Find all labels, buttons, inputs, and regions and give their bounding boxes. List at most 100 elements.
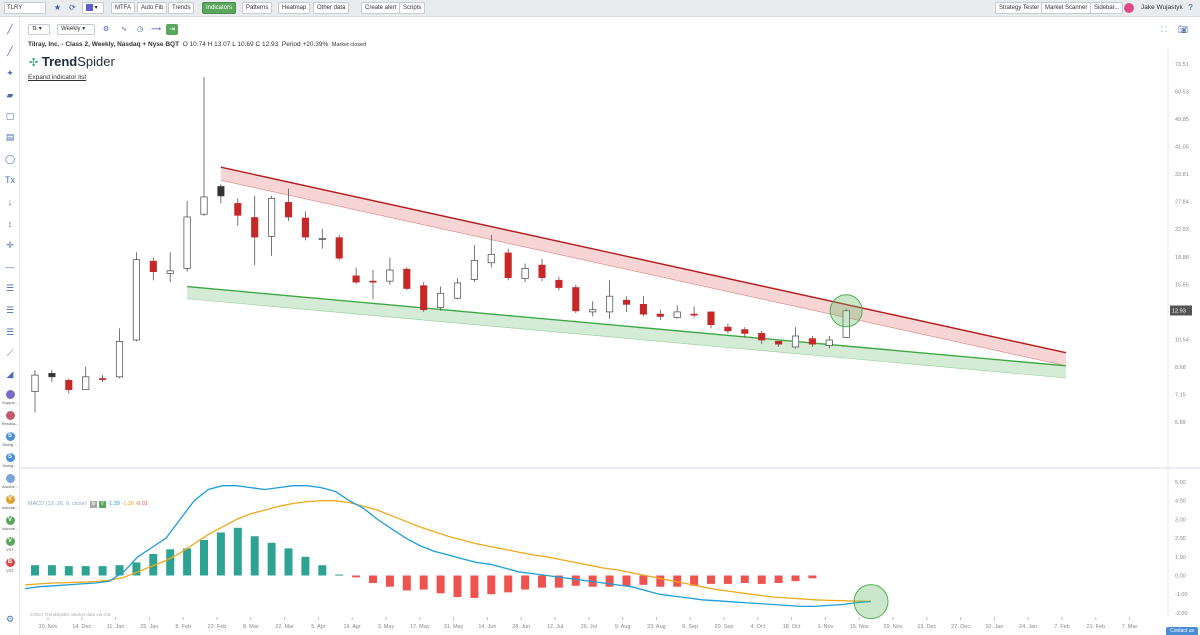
indicator-shortcut[interactable]: V VST [1,537,19,552]
price-tick-label: 15.55 [1175,282,1189,288]
candle [301,217,309,238]
candle [589,309,597,313]
compare-icon[interactable]: ⟿ [150,26,162,33]
histogram-bar [233,527,242,576]
candle [572,287,580,312]
strategy-tester-button[interactable]: Strategy Tester [995,2,1044,14]
indicator-shortcut[interactable]: B VST [1,558,19,573]
clock-icon[interactable]: ◷ [136,26,144,33]
candle [65,380,73,390]
avatar[interactable] [1124,3,1134,13]
histogram-bar [453,575,462,598]
candle [251,217,259,238]
histogram-bar [538,575,546,588]
fib-extension-icon[interactable]: ☰ [5,305,15,315]
date-tick-label: 21. Feb [1086,624,1105,630]
histogram-bar [81,566,90,576]
market-scanner-button[interactable]: Market Scanner [1041,2,1092,14]
indicator-shortcut[interactable]: Resista... [1,411,19,426]
candle [690,313,698,316]
visibility-icon[interactable]: V [98,501,106,508]
candle [825,339,833,346]
other-data-button[interactable]: Other data [313,2,350,14]
fullscreen-icon[interactable]: ⛶ [1161,25,1167,34]
histogram-bar [149,553,158,576]
crosshair-icon[interactable]: ✛ [6,240,14,250]
histogram-bar [436,575,445,594]
resistance-channel-edge [220,180,1066,367]
candle [487,254,495,264]
wave-icon[interactable]: ∿ [121,26,127,33]
refresh-icon[interactable]: ⟳ [69,3,76,12]
symbol-input[interactable]: TLRY [4,2,46,14]
fib-icon[interactable]: ▤ [5,132,15,142]
gear-icon[interactable]: ⚙ [102,26,110,33]
heatmap-button[interactable]: Heatmap [278,2,311,14]
trendline-icon[interactable]: ╱ [7,24,13,34]
histogram-bar [47,565,56,576]
histogram-bar [200,539,208,576]
indicator-shortcut[interactable]: S Swing ... [1,453,19,468]
text-icon[interactable]: Tx [5,175,15,185]
candle [268,198,276,237]
trends-button[interactable]: Trends [168,2,195,14]
camera-icon[interactable]: 📷︎ [1178,25,1189,34]
auto-fib-button[interactable]: Auto Fib [137,2,168,14]
price-chart[interactable]: 73.51 60.53 49.85 41.05 33.81 27.84 22.93 18.88… [20,17,1200,635]
date-tick-label: 31. May [444,624,464,630]
highlight-circle [829,294,863,328]
logo-text-bold: Trend [41,54,78,69]
period-change: Period +20.39% [281,41,329,48]
channel-icon[interactable]: ▰ [6,90,14,100]
macd-tick-label: 1.00 [1175,555,1186,561]
color-picker-button[interactable]: ▾ [82,2,104,14]
histogram-bar [723,575,732,584]
chart-area[interactable]: ⇅ ▾ Weekly ▾ ⚙ ∿ ◷ ⟿ ⇥ Tilray, Inc. - Cl… [20,17,1200,635]
sidebar-button[interactable]: Sidebar... [1090,2,1124,14]
date-tick-label: 30. Nov [39,624,58,630]
settings-icon[interactable]: ⚙ [5,614,15,624]
expand-indicator-list-link[interactable]: Expand indicator list [28,74,87,81]
arrow-down-icon[interactable]: ↓ [7,197,13,207]
settings-mini-icon[interactable]: ⚙ [90,501,98,508]
pitchfork-icon[interactable]: ☰ [5,327,15,337]
scripts-button[interactable]: Scripts [399,2,426,14]
create-alert-button[interactable]: Create alert [361,2,401,14]
candle [403,268,411,289]
contact-us-button[interactable]: Contact us [1166,627,1198,635]
date-tick-label: 7. Feb [1054,624,1070,630]
indicator-shortcut[interactable]: Anchor... [1,474,19,489]
current-price-badge [1170,305,1192,316]
chart-type-dropdown[interactable]: ⇅ ▾ [28,24,50,35]
star-icon[interactable]: ★ [53,3,62,12]
magic-wand-icon[interactable]: ✦ [6,68,14,78]
histogram-bar [740,575,749,583]
indicator-shortcut[interactable]: S Swing ... [1,432,19,447]
indicator-shortcut[interactable]: V Volume... [1,516,19,531]
fib-retracement-icon[interactable]: ☰ [5,283,15,293]
ray-icon[interactable]: ╱ [7,46,13,56]
mtfa-button[interactable]: MTFA [111,2,135,14]
histogram-bar [656,575,665,587]
help-icon[interactable]: ? [1188,3,1193,12]
indicators-button[interactable]: Indicators [202,2,237,14]
indicator-badge-icon: B [5,558,15,567]
horizontal-line-icon[interactable]: — [5,262,15,272]
macd-line [24,485,872,608]
histogram-bar [318,565,327,576]
user-name[interactable]: Jake Wujastyk [1141,4,1183,11]
rectangle-icon[interactable]: ▢ [5,111,15,121]
indicator-shortcut[interactable]: V Volume... [1,495,19,510]
circle-icon[interactable]: ◯ [4,154,16,164]
volume-profile-icon[interactable]: ◢ [6,369,14,379]
indicator-shortcut[interactable]: Suppor... [1,390,19,405]
date-tick-label: 25. Jan [140,624,158,630]
candle [724,326,732,332]
vertical-line-icon[interactable]: ↕ [7,219,13,229]
patterns-button[interactable]: Patterns [242,2,273,14]
chart-title: Tilray, Inc. - Class 2, Weekly, Nasdaq +… [28,41,366,48]
line-chart-icon[interactable]: ⟋ [6,348,14,358]
price-tick-label: 7.15 [1175,393,1186,399]
interval-dropdown[interactable]: Weekly ▾ [57,24,95,35]
extend-icon[interactable]: ⇥ [166,24,178,35]
